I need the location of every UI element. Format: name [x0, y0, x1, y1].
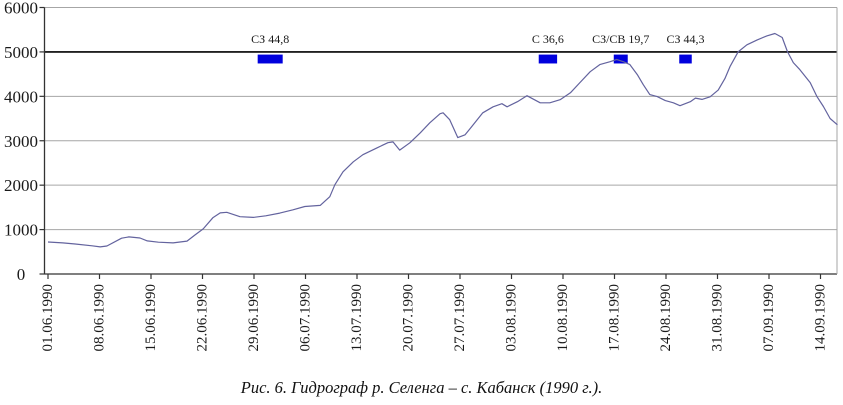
y-tick-label: 3000	[4, 132, 38, 151]
x-tick-label: 07.09.1990	[761, 284, 777, 352]
x-tick-label: 13.07.1990	[349, 284, 365, 352]
x-tick-label: 29.06.1990	[246, 284, 262, 352]
x-tick-label: 14.09.1990	[813, 284, 829, 352]
wind-event-marker	[613, 54, 628, 64]
y-tick-label: 4000	[4, 87, 38, 106]
y-tick-label: 2000	[4, 176, 38, 195]
wind-event-label: СЗ 44,3	[666, 32, 704, 46]
y-tick-label: 1000	[4, 221, 38, 240]
y-tick-label: 6000	[4, 0, 38, 18]
y-tick-label: 0	[17, 265, 26, 284]
hydrograph-line	[47, 32, 838, 248]
x-tick-label: 03.08.1990	[504, 284, 520, 352]
x-tick-label: 15.06.1990	[143, 284, 159, 352]
x-tick-label: 31.08.1990	[710, 284, 726, 352]
x-tick-label: 06.07.1990	[298, 284, 314, 352]
y-tick-label: 5000	[4, 43, 38, 62]
x-tick-label: 20.07.1990	[401, 284, 417, 352]
wind-event-label: СЗ/СВ 19,7	[592, 32, 649, 46]
wind-event-label: СЗ 44,8	[251, 32, 289, 46]
x-tick-label: 08.06.1990	[92, 284, 108, 352]
x-tick-label: 27.07.1990	[452, 284, 468, 352]
wind-event-marker	[257, 54, 283, 64]
wind-event-marker	[538, 54, 558, 64]
hydrograph-chart: 0 1000 2000 3000 4000 5000 6000 01.06.1990 08.06…	[4, 0, 838, 352]
wind-event-marker	[679, 54, 692, 64]
x-tick-label: 17.08.1990	[607, 284, 623, 352]
x-tick-label: 22.06.1990	[195, 284, 211, 352]
x-tick-label: 01.06.1990	[40, 284, 56, 352]
x-tick-label: 10.08.1990	[555, 284, 571, 352]
x-tick-label: 24.08.1990	[658, 284, 674, 352]
figure-caption: Рис. 6. Гидрограф р. Селенга – с. Кабанс…	[240, 378, 603, 397]
wind-event-label: С 36,6	[532, 32, 564, 46]
